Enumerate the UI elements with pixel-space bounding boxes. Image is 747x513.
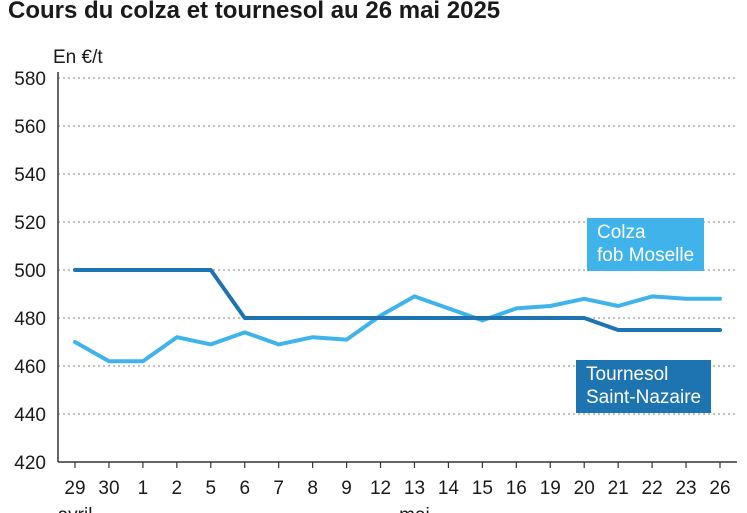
x-tick-label: 23 [675,478,696,499]
legend-colza: Colza fob Moselle [587,218,705,271]
x-tick-label: 21 [608,478,629,499]
y-tick-label: 460 [14,357,46,378]
x-tick-label: 9 [341,478,352,499]
x-tick-label: 22 [642,478,663,499]
y-tick-label: 420 [14,453,46,474]
x-tick-label: 7 [273,478,284,499]
x-tick-label: 19 [540,478,561,499]
x-tick-labels: 293012567891213141516192021222326avrilma… [58,478,731,513]
x-tick-label: 26 [709,478,730,499]
y-tick-label: 580 [14,69,46,90]
axes [57,72,737,468]
legend-colza-line-1: Colza [597,222,646,243]
x-tick-label: 12 [370,478,391,499]
y-tick-label: 540 [14,165,46,186]
month-label: mai [399,505,430,513]
legend-colza-line-2: fob Moselle [597,245,695,266]
x-tick-label: 5 [206,478,217,499]
y-tick-label: 560 [14,117,46,138]
x-tick-label: 15 [472,478,493,499]
x-tick-label: 6 [239,478,250,499]
y-tick-label: 480 [14,309,46,330]
legend-tournesol: Tournesol Saint-Nazaire [576,360,712,413]
legend-tournesol-line-1: Tournesol [586,364,669,385]
x-tick-label: 20 [574,478,595,499]
series-lines [73,268,722,364]
x-tick-label: 8 [307,478,318,499]
x-tick-label: 2 [172,478,183,499]
colza-line [73,294,722,364]
x-tick-label: 30 [98,478,119,499]
tournesol-line [73,268,722,332]
y-tick-labels: 420 440 460 480 500 520 540 560 580 [14,69,46,474]
y-tick-label: 520 [14,213,46,234]
y-tick-label: 440 [14,405,46,426]
legend-tournesol-line-2: Saint-Nazaire [586,387,702,408]
x-tick-label: 13 [404,478,425,499]
month-label: avril [58,505,93,513]
y-tick-label: 500 [14,261,46,282]
x-tick-label: 1 [138,478,149,499]
x-tick-label: 16 [506,478,527,499]
chart-title: Cours du colza et tournesol au 26 mai 20… [8,0,501,24]
x-tick-label: 29 [64,478,85,499]
x-tick-label: 14 [438,478,460,499]
y-axis-label: En €/t [53,47,103,68]
